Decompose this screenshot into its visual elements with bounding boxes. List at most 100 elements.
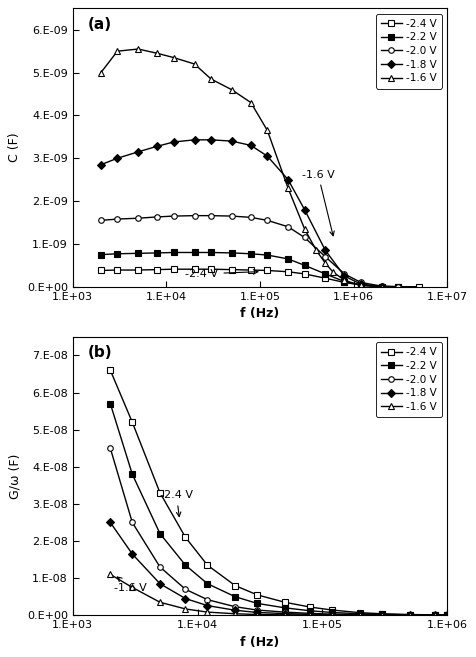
- -2.4 V: [285, 268, 291, 276]
- -2.0 V: [98, 216, 104, 224]
- -1.8 V: [183, 595, 188, 602]
- -1.8 V: [444, 611, 450, 619]
- -2.0 V: [285, 223, 291, 231]
- Legend: -2.4 V, -2.2 V, -2.0 V, -1.8 V, -1.6 V: -2.4 V, -2.2 V, -2.0 V, -1.8 V, -1.6 V: [376, 342, 442, 417]
- -1.8 V: [307, 610, 313, 618]
- -1.6 V: [171, 54, 177, 62]
- -2.2 V: [135, 250, 141, 258]
- -1.6 V: [232, 610, 238, 618]
- -1.8 V: [282, 610, 288, 618]
- -1.6 V: [379, 283, 385, 290]
- -2.2 V: [407, 611, 412, 619]
- -2.2 V: [329, 608, 335, 616]
- -1.8 V: [254, 608, 260, 616]
- -1.6 V: [154, 49, 160, 57]
- Line: -2.0 V: -2.0 V: [98, 213, 401, 290]
- -1.8 V: [115, 154, 120, 162]
- -2.4 V: [171, 265, 177, 273]
- -2.4 V: [282, 599, 288, 606]
- Line: -1.8 V: -1.8 V: [108, 520, 450, 618]
- -2.4 V: [307, 603, 313, 611]
- -1.6 V: [208, 75, 214, 83]
- -2.2 V: [282, 604, 288, 612]
- -2.4 V: [322, 274, 328, 282]
- -2.4 V: [208, 265, 214, 273]
- -2.0 V: [108, 444, 113, 452]
- -2.4 V: [302, 270, 307, 278]
- -2.2 V: [265, 251, 270, 259]
- -1.6 V: [157, 599, 163, 606]
- -1.6 V: [98, 68, 104, 76]
- -1.8 V: [129, 550, 135, 558]
- -2.0 V: [357, 610, 363, 618]
- -1.8 V: [208, 136, 214, 144]
- -2.4 V: [379, 610, 385, 618]
- Legend: -2.4 V, -2.2 V, -2.0 V, -1.8 V, -1.6 V: -2.4 V, -2.2 V, -2.0 V, -1.8 V, -1.6 V: [376, 14, 442, 89]
- -2.4 V: [329, 606, 335, 614]
- -2.4 V: [432, 611, 438, 619]
- Text: -1.6 V: -1.6 V: [114, 577, 147, 593]
- -2.2 V: [322, 270, 328, 278]
- -2.0 V: [432, 611, 438, 619]
- -2.4 V: [395, 283, 401, 290]
- -2.0 V: [205, 596, 210, 604]
- -1.6 V: [302, 225, 307, 233]
- Line: -2.0 V: -2.0 V: [108, 445, 450, 618]
- -1.6 V: [285, 185, 291, 193]
- -1.8 V: [358, 281, 364, 288]
- -2.4 V: [379, 283, 385, 290]
- -1.6 V: [407, 611, 412, 619]
- -2.0 V: [232, 602, 238, 610]
- -2.2 V: [358, 281, 364, 289]
- Line: -2.2 V: -2.2 V: [108, 401, 450, 618]
- -2.2 V: [432, 611, 438, 619]
- -1.6 V: [357, 611, 363, 619]
- -2.2 V: [192, 248, 198, 256]
- -1.6 V: [313, 246, 319, 254]
- -2.2 V: [98, 251, 104, 259]
- -2.2 V: [171, 248, 177, 256]
- Text: (a): (a): [88, 16, 112, 32]
- -2.2 V: [115, 250, 120, 258]
- -2.4 V: [444, 611, 450, 619]
- -2.2 V: [229, 249, 235, 257]
- -2.0 V: [183, 585, 188, 593]
- -1.8 V: [379, 283, 385, 290]
- -1.8 V: [135, 148, 141, 156]
- -2.0 V: [379, 611, 385, 619]
- -1.6 V: [282, 611, 288, 619]
- -1.6 V: [358, 281, 364, 289]
- -2.4 V: [416, 283, 422, 290]
- -2.2 V: [154, 249, 160, 257]
- -1.6 V: [248, 99, 254, 106]
- -2.0 V: [379, 282, 385, 290]
- -2.2 V: [108, 399, 113, 407]
- -1.6 V: [329, 611, 335, 619]
- -1.6 V: [379, 611, 385, 619]
- -2.0 V: [307, 610, 313, 618]
- -2.4 V: [357, 608, 363, 616]
- -2.0 V: [248, 214, 254, 221]
- -1.8 V: [232, 606, 238, 614]
- -1.8 V: [154, 143, 160, 150]
- -2.0 V: [115, 215, 120, 223]
- Text: (b): (b): [88, 345, 112, 360]
- -2.4 V: [254, 591, 260, 599]
- Text: -1.6 V: -1.6 V: [302, 170, 335, 236]
- -1.8 V: [229, 137, 235, 145]
- -2.2 V: [157, 530, 163, 537]
- -1.8 V: [322, 246, 328, 254]
- -2.0 V: [329, 610, 335, 618]
- -1.8 V: [157, 579, 163, 587]
- -2.2 V: [205, 579, 210, 587]
- -1.8 V: [302, 206, 307, 214]
- -1.8 V: [171, 138, 177, 146]
- -1.6 V: [432, 611, 438, 619]
- -2.4 V: [205, 561, 210, 569]
- Text: -2.4 V: -2.4 V: [160, 490, 193, 516]
- -1.8 V: [329, 611, 335, 619]
- -1.6 V: [115, 47, 120, 55]
- -2.0 V: [157, 563, 163, 571]
- -2.0 V: [282, 608, 288, 616]
- -2.2 V: [248, 250, 254, 258]
